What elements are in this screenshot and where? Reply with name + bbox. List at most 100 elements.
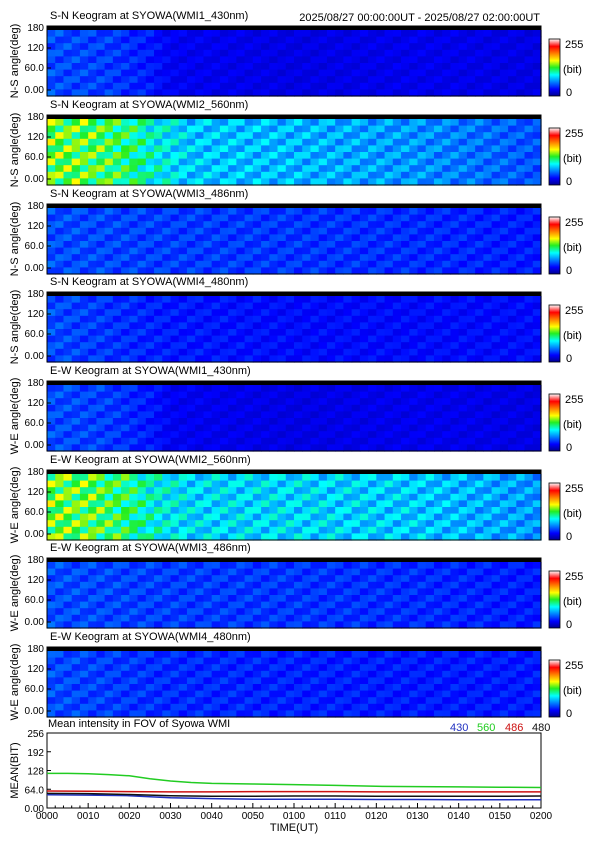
keogram-cell: [450, 520, 460, 528]
keogram-cell: [384, 480, 394, 488]
keogram-cell: [359, 296, 369, 304]
keogram-cell: [137, 588, 147, 596]
keogram-cell: [96, 227, 106, 235]
keogram-cell: [219, 575, 229, 583]
keogram-cell: [466, 398, 476, 406]
keogram-cell: [154, 76, 163, 84]
keogram-cell: [211, 227, 221, 235]
keogram-cell: [499, 315, 509, 323]
keogram-cell: [88, 424, 97, 432]
keogram-cell: [154, 664, 163, 672]
keogram-cell: [401, 487, 410, 495]
keogram-cell: [112, 241, 122, 249]
keogram-cell: [359, 76, 369, 84]
keogram-cell: [277, 385, 287, 393]
keogram-cell: [137, 267, 147, 275]
keogram-cell: [318, 601, 328, 609]
colorbar: [548, 570, 561, 629]
keogram-cell: [47, 309, 56, 317]
keogram-cell: [285, 82, 295, 90]
keogram-cell: [384, 703, 394, 711]
keogram-cell: [326, 444, 336, 452]
keogram-cell: [137, 697, 147, 705]
keogram-cell: [466, 158, 476, 166]
keogram-cell: [244, 302, 254, 310]
keogram-cell: [129, 398, 139, 406]
keogram-cell: [417, 575, 427, 583]
keogram-cell: [359, 568, 369, 576]
keogram-cell: [450, 36, 460, 44]
x-tick-label: 0140: [448, 811, 471, 822]
keogram-cell: [499, 487, 509, 495]
keogram-cell: [409, 329, 419, 337]
keogram-cell: [466, 657, 476, 665]
keogram-cell: [186, 30, 196, 38]
keogram-cell: [154, 575, 163, 583]
keogram-cell: [228, 437, 237, 445]
keogram-cell: [170, 56, 180, 64]
keogram-cell: [154, 56, 163, 64]
keogram-cell: [203, 36, 213, 44]
keogram-cell: [384, 677, 394, 685]
keogram-cell: [376, 480, 386, 488]
keogram-cell: [269, 621, 279, 629]
keogram-cell: [475, 296, 484, 304]
keogram-cell: [458, 309, 468, 317]
keogram-cell: [335, 234, 344, 242]
keogram-cell: [96, 385, 106, 393]
keogram-cell: [401, 241, 410, 249]
keogram-cell: [252, 315, 262, 323]
keogram-cell: [483, 614, 493, 622]
keogram-cell: [211, 234, 221, 242]
keogram-cell: [458, 145, 468, 153]
keogram-cell: [269, 178, 279, 186]
keogram-cell: [368, 247, 377, 255]
keogram-cell: [433, 119, 443, 127]
keogram-cell: [88, 342, 97, 350]
keogram-cell: [508, 56, 517, 64]
keogram-cell: [79, 89, 89, 97]
keogram-cell: [55, 480, 65, 488]
keogram-cell: [499, 562, 509, 570]
keogram-cell: [154, 89, 163, 97]
keogram-cell: [79, 82, 89, 90]
keogram-cell: [343, 474, 353, 482]
keogram-cell: [137, 322, 147, 330]
keogram-cell: [392, 171, 402, 179]
keogram-cell: [326, 697, 336, 705]
keogram-cell: [508, 178, 517, 186]
keogram-cell: [170, 444, 180, 452]
keogram-cell: [359, 677, 369, 685]
keogram-cell: [244, 526, 254, 534]
keogram-cell: [310, 480, 320, 488]
keogram-cell: [343, 500, 353, 508]
keogram-cell: [401, 418, 410, 426]
keogram-cell: [219, 171, 229, 179]
keogram-cell: [277, 315, 287, 323]
keogram-cell: [145, 520, 155, 528]
keogram-title: S-N Keogram at SYOWA(WMI4_480nm): [50, 276, 248, 288]
keogram-cell: [326, 601, 336, 609]
keogram-cell: [302, 76, 312, 84]
keogram-cell: [318, 76, 328, 84]
keogram-cell: [516, 520, 526, 528]
keogram-cell: [211, 267, 221, 275]
keogram-cell: [88, 89, 97, 97]
keogram-cell: [252, 241, 262, 249]
keogram-cell: [71, 487, 81, 495]
keogram-cell: [401, 513, 410, 521]
keogram-cell: [491, 69, 501, 77]
keogram-cell: [154, 158, 163, 166]
keogram-cell: [466, 697, 476, 705]
keogram-cell: [47, 533, 56, 541]
keogram-cell: [359, 125, 369, 133]
keogram-cell: [244, 507, 254, 515]
keogram-cell: [137, 56, 147, 64]
keogram-cell: [269, 234, 279, 242]
keogram-cell: [236, 49, 246, 57]
keogram-cell: [129, 342, 139, 350]
keogram-cell: [450, 171, 460, 179]
keogram-cell: [261, 703, 270, 711]
keogram-cell: [425, 214, 435, 222]
keogram-cell: [154, 418, 163, 426]
